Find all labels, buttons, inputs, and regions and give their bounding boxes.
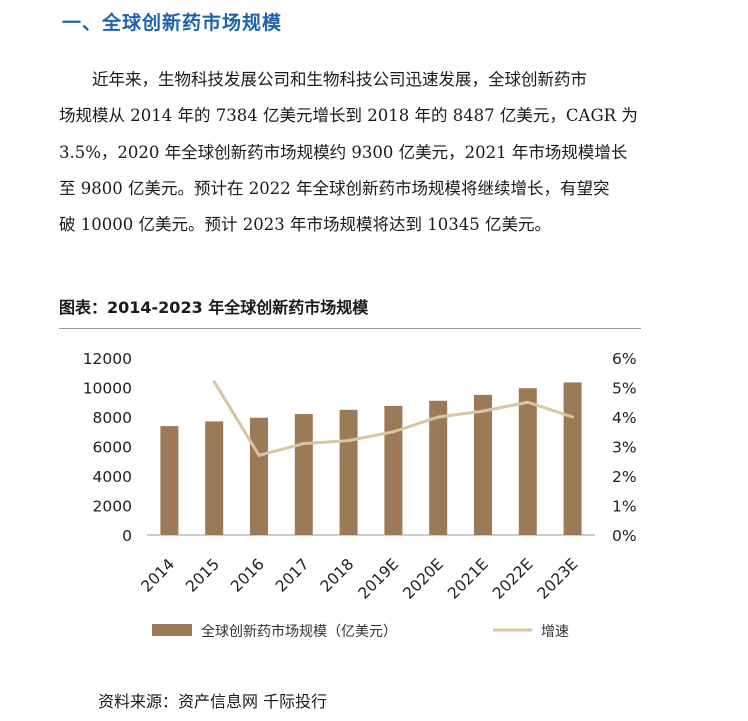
x-tick-label: 2020E	[399, 555, 447, 603]
chart-title: 图表：2014-2023 年全球创新药市场规模	[59, 298, 369, 317]
growth-point	[391, 430, 395, 434]
growth-point	[526, 400, 530, 404]
growth-point	[257, 453, 261, 457]
y-right-tick-label: 6%	[612, 350, 637, 368]
x-tick-label: 2015	[182, 555, 223, 596]
bar	[518, 388, 537, 535]
y-right-tick-label: 3%	[612, 439, 637, 457]
bar	[339, 409, 358, 535]
y-right-tick-label: 1%	[612, 498, 637, 516]
x-tick-label: 2018	[317, 555, 358, 596]
legend-bar-label: 全球创新药市场规模（亿美元）	[201, 623, 397, 640]
y-left-tick-label: 6000	[93, 439, 132, 457]
legend-line-label: 增速	[541, 624, 569, 640]
y-right-tick-label: 0%	[612, 527, 637, 545]
bar	[205, 421, 224, 535]
bar	[563, 382, 582, 535]
bar	[294, 414, 313, 535]
paragraph-line: 破 10000 亿美元。预计 2023 年市场规模将达到 10345 亿美元。	[59, 215, 551, 235]
bar	[384, 405, 403, 535]
growth-point	[302, 442, 306, 446]
growth-point	[571, 415, 575, 419]
y-left-tick-label: 4000	[93, 468, 132, 486]
y-right-tick-label: 2%	[612, 468, 637, 486]
source-note: 资料来源：资产信息网 千际投行	[98, 692, 328, 711]
paragraph-line: 近年来，生物科技发展公司和生物科技公司迅速发展，全球创新药市	[92, 70, 587, 89]
body-paragraph: 近年来，生物科技发展公司和生物科技公司迅速发展，全球创新药市 场规模从 2014…	[59, 62, 671, 243]
bar	[429, 400, 448, 535]
paragraph-line: 场规模从 2014 年的 7384 亿美元增长到 2018 年的 8487 亿美…	[59, 106, 638, 126]
y-left-tick-label: 2000	[93, 498, 132, 516]
paragraph-line: 3.5%，2020 年全球创新药市场规模约 9300 亿美元，2021 年市场规…	[59, 142, 628, 162]
growth-point	[212, 380, 216, 384]
paragraph-line: 至 9800 亿美元。预计在 2022 年全球创新药市场规模将继续增长，有望突	[59, 178, 610, 198]
y-left-tick-label: 12000	[83, 350, 132, 368]
x-tick-label: 2023E	[534, 555, 582, 603]
x-tick-label: 2017	[272, 555, 313, 596]
bar	[474, 394, 492, 535]
bar	[160, 426, 179, 535]
y-left-tick-label: 10000	[83, 380, 132, 398]
y-left-tick-label: 0	[122, 527, 132, 545]
x-tick-label: 2022E	[489, 555, 537, 603]
growth-point	[436, 415, 440, 419]
x-tick-label: 2019E	[355, 555, 403, 603]
chart-legend: 全球创新药市场规模（亿美元） 增速	[152, 623, 569, 640]
section-heading: 一、全球创新药市场规模	[62, 12, 283, 34]
legend-bar-swatch	[152, 624, 192, 636]
growth-point	[347, 439, 351, 443]
x-tick-label: 2014	[138, 555, 179, 596]
y-left-tick-label: 8000	[93, 409, 132, 427]
growth-point	[481, 409, 485, 413]
x-tick-label: 2021E	[444, 555, 492, 603]
bar	[250, 417, 268, 535]
y-right-tick-label: 5%	[612, 380, 637, 398]
x-tick-label: 2016	[227, 555, 268, 596]
chart-title-rule	[59, 328, 641, 329]
y-right-tick-label: 4%	[612, 409, 637, 427]
plot-area: 0 2000 4000 6000 8000 10000 12000 0% 1% 2% 3% 4% 5% 6…	[83, 350, 637, 603]
